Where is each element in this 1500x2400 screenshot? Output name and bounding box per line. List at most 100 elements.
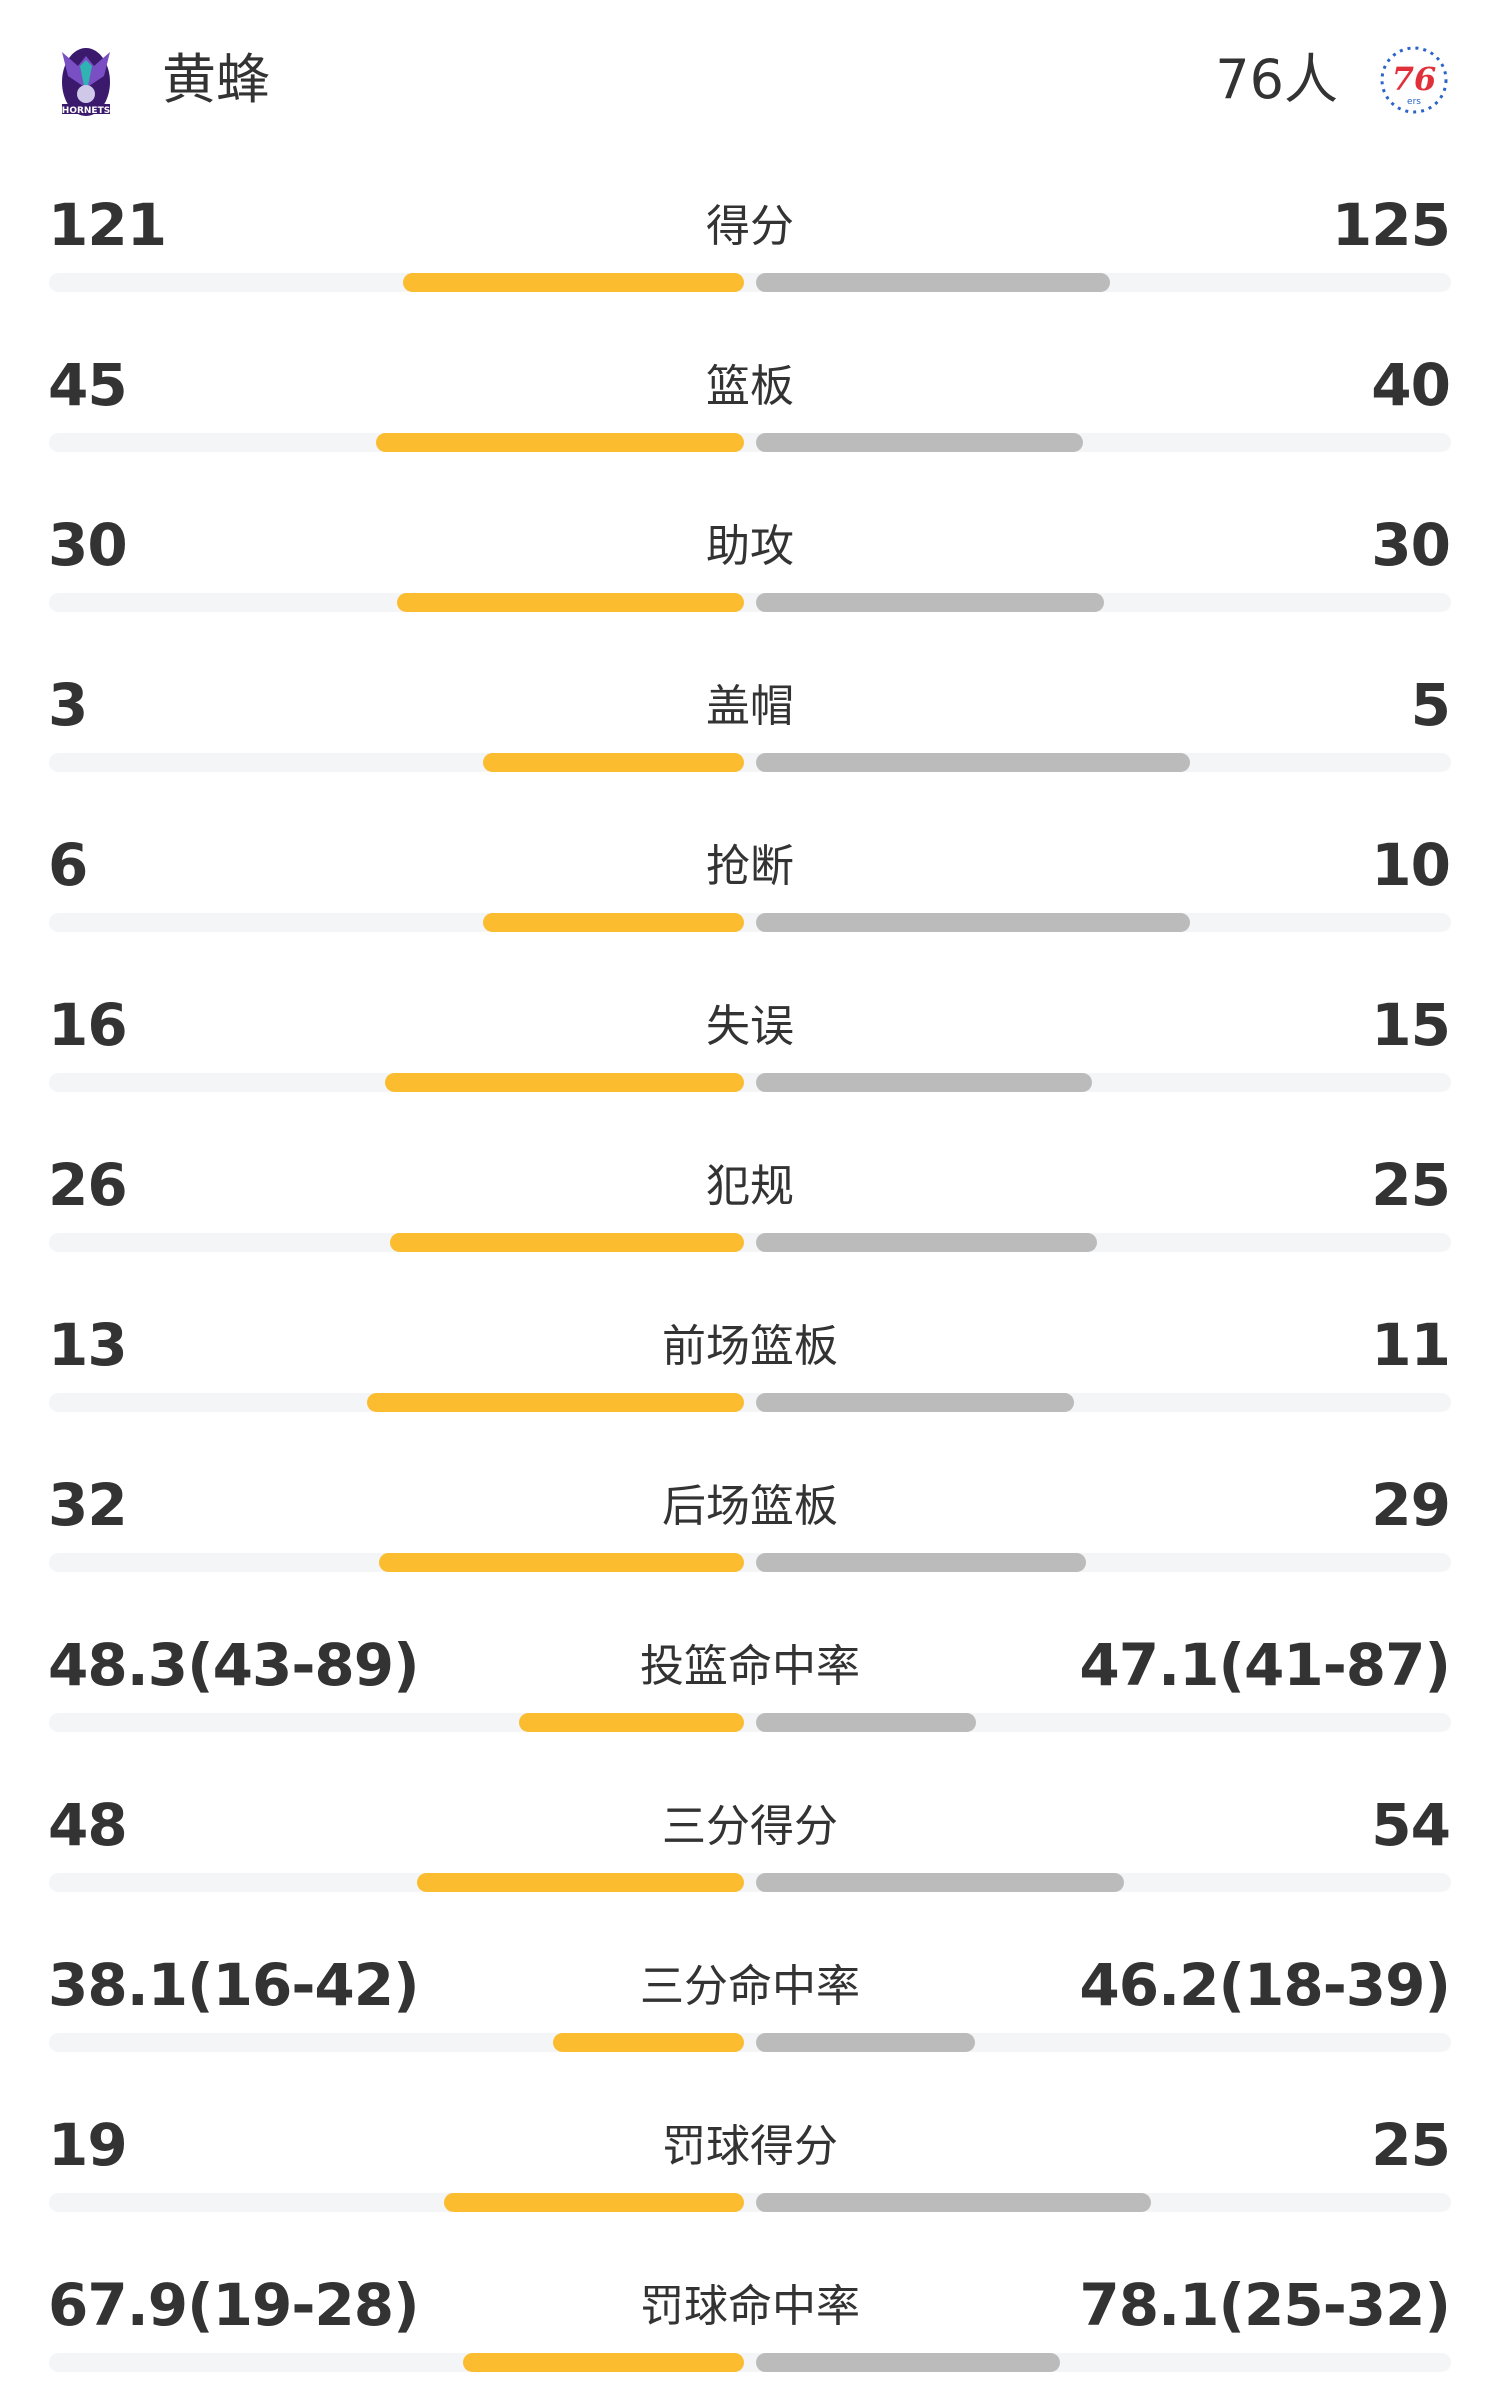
home-stat-value: 30 <box>48 511 128 579</box>
stat-row: 45 篮板 40 <box>0 307 1500 467</box>
stat-bar-track <box>49 1233 1451 1252</box>
stat-row: 16 失误 15 <box>0 947 1500 1107</box>
home-stat-bar <box>417 1873 744 1892</box>
stat-label: 得分 <box>706 201 794 252</box>
home-stat-bar <box>385 1073 744 1092</box>
stat-label: 篮板 <box>706 361 794 412</box>
home-stat-bar <box>462 2353 744 2372</box>
away-stat-value: 29 <box>1371 1471 1451 1539</box>
stat-label: 盖帽 <box>706 681 794 732</box>
away-stat-value: 10 <box>1371 831 1451 899</box>
home-stat-bar <box>443 2193 744 2212</box>
home-stat-value: 67.9(19-28) <box>48 2271 420 2339</box>
stat-bar-track <box>49 913 1451 932</box>
home-stat-bar <box>376 433 744 452</box>
away-team-name: 76人 <box>1215 48 1338 111</box>
away-stat-bar <box>756 1713 977 1732</box>
away-stat-bar <box>756 1233 1097 1252</box>
away-stat-bar <box>756 273 1110 292</box>
home-stat-value: 32 <box>48 1471 128 1539</box>
stat-row: 3 盖帽 5 <box>0 627 1500 787</box>
stat-label: 三分命中率 <box>640 1961 860 2012</box>
home-stat-value: 19 <box>48 2111 128 2179</box>
home-stat-bar <box>552 2033 744 2052</box>
home-stat-value: 38.1(16-42) <box>48 1951 420 2019</box>
away-stat-bar <box>756 433 1084 452</box>
away-stat-value: 30 <box>1371 511 1451 579</box>
stat-row: 48 三分得分 54 <box>0 1747 1500 1907</box>
stat-row: 13 前场篮板 11 <box>0 1267 1500 1427</box>
svg-text:HORNETS: HORNETS <box>62 106 110 116</box>
stat-label: 犯规 <box>706 1161 794 1212</box>
away-stat-bar <box>756 1873 1125 1892</box>
stats-list: 121 得分 125 45 篮板 40 30 助攻 30 3 盖帽 5 6 抢断 10 16 失误 15 26 犯规 2… <box>0 147 1500 2387</box>
stat-bar-track <box>49 273 1451 292</box>
away-stat-value: 11 <box>1371 1311 1451 1379</box>
away-stat-bar <box>756 1073 1093 1092</box>
svg-text:ers: ers <box>1407 97 1421 107</box>
stat-row: 30 助攻 30 <box>0 467 1500 627</box>
home-stat-value: 48.3(43-89) <box>48 1631 420 1699</box>
away-stat-value: 40 <box>1371 351 1451 419</box>
home-stat-value: 26 <box>48 1151 128 1219</box>
home-stat-bar <box>379 1553 744 1572</box>
home-stat-value: 45 <box>48 351 128 419</box>
home-stat-bar <box>402 273 744 292</box>
stat-label: 失误 <box>706 1001 794 1052</box>
stat-label: 后场篮板 <box>662 1481 838 1532</box>
home-stat-bar <box>389 1233 744 1252</box>
away-stat-value: 25 <box>1371 2111 1451 2179</box>
away-stat-value: 25 <box>1371 1151 1451 1219</box>
stat-row: 19 罚球得分 25 <box>0 2067 1500 2227</box>
home-stat-bar <box>518 1713 744 1732</box>
away-stat-bar <box>756 753 1191 772</box>
home-stat-bar <box>483 913 744 932</box>
away-stat-value: 125 <box>1331 191 1451 259</box>
home-stat-value: 48 <box>48 1791 128 1859</box>
stat-label: 罚球得分 <box>662 2121 838 2172</box>
away-stat-bar <box>756 593 1104 612</box>
home-stat-bar <box>483 753 744 772</box>
away-stat-bar <box>756 913 1191 932</box>
stat-label: 罚球命中率 <box>640 2281 860 2332</box>
home-stat-value: 3 <box>48 671 88 739</box>
stat-bar-track <box>49 2353 1451 2372</box>
home-stat-value: 16 <box>48 991 128 1059</box>
home-stat-bar <box>396 593 744 612</box>
stat-row: 121 得分 125 <box>0 147 1500 307</box>
away-stat-bar <box>756 2033 975 2052</box>
stat-row: 48.3(43-89) 投篮命中率 47.1(41-87) <box>0 1587 1500 1747</box>
stat-bar-track <box>49 593 1451 612</box>
stat-row: 38.1(16-42) 三分命中率 46.2(18-39) <box>0 1907 1500 2067</box>
stat-bar-track <box>49 2033 1451 2052</box>
away-stat-bar <box>756 1553 1087 1572</box>
stat-row: 6 抢断 10 <box>0 787 1500 947</box>
hornets-logo-icon: HORNETS <box>48 42 124 118</box>
away-stat-value: 54 <box>1371 1791 1451 1859</box>
stat-label: 三分得分 <box>662 1801 838 1852</box>
stat-bar-track <box>49 1873 1451 1892</box>
stat-label: 助攻 <box>706 521 794 572</box>
team-header: HORNETS 黄蜂 76人 76 ers <box>0 0 1500 150</box>
stat-bar-track <box>49 1073 1451 1092</box>
away-stat-value: 46.2(18-39) <box>1079 1951 1451 2019</box>
away-stat-bar <box>756 1393 1075 1412</box>
home-stat-value: 13 <box>48 1311 128 1379</box>
away-stat-value: 5 <box>1410 671 1451 739</box>
stat-bar-track <box>49 1553 1451 1572</box>
stat-bar-track <box>49 433 1451 452</box>
stat-label: 投篮命中率 <box>640 1641 860 1692</box>
away-stat-bar <box>756 2193 1151 2212</box>
stat-row: 32 后场篮板 29 <box>0 1427 1500 1587</box>
stat-bar-track <box>49 753 1451 772</box>
stat-label: 抢断 <box>706 841 794 892</box>
home-team-name: 黄蜂 <box>162 48 270 111</box>
away-stat-value: 15 <box>1371 991 1451 1059</box>
away-stat-value: 78.1(25-32) <box>1079 2271 1451 2339</box>
stat-bar-track <box>49 1393 1451 1412</box>
stat-row: 67.9(19-28) 罚球命中率 78.1(25-32) <box>0 2227 1500 2387</box>
svg-text:76: 76 <box>1392 60 1437 98</box>
home-stat-value: 6 <box>48 831 88 899</box>
away-stat-value: 47.1(41-87) <box>1079 1631 1451 1699</box>
stat-bar-track <box>49 2193 1451 2212</box>
